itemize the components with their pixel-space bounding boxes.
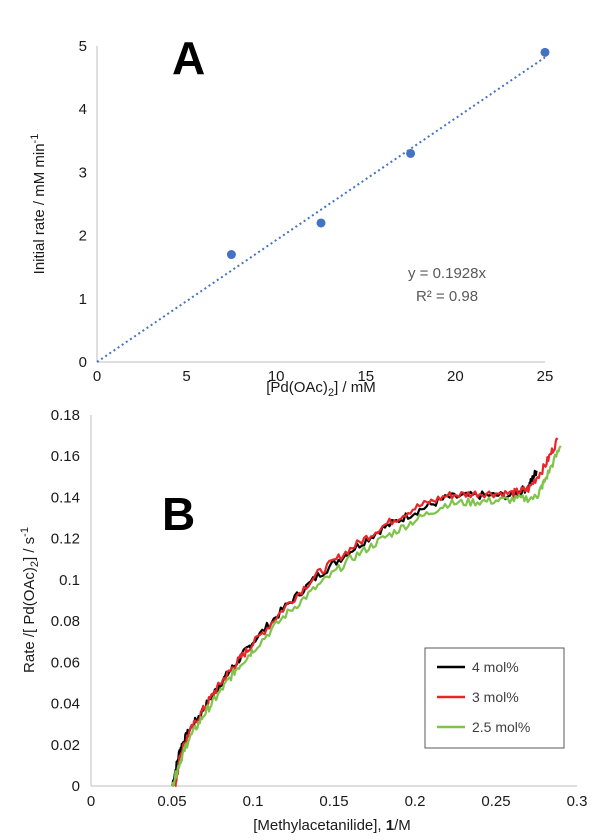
panel-a-y-tick-label: 5 <box>79 38 87 55</box>
panel-a-y-tick-label: 0 <box>79 354 87 371</box>
panel-b-x-tick-label: 0.05 <box>157 793 186 810</box>
panel-b-y-tick-label: 0.02 <box>51 737 80 754</box>
panel-a-x-ticks: 0 5 10 15 20 25 <box>93 368 554 385</box>
panel-b-x-axis-label: [Methylacetanilide], 1/M <box>253 817 411 834</box>
panel-b-y-tick-label: 0.14 <box>51 489 80 506</box>
panel-a-data-point <box>406 148 416 158</box>
panel-a-x-tick-label: 20 <box>447 368 464 385</box>
panel-a-y-axis-label: Initial rate / mM min-1 <box>29 134 48 275</box>
panel-b-letter: B <box>162 488 195 540</box>
panel-a-x-tick-label: 0 <box>93 368 101 385</box>
panel-b-y-tick-label: 0.18 <box>51 407 80 424</box>
panel-a-data-point <box>540 47 550 57</box>
panel-a-x-tick-label: 15 <box>357 368 374 385</box>
panel-b-x-tick-label: 0 <box>87 793 95 810</box>
panel-a-x-tick-label: 10 <box>268 368 285 385</box>
panel-b-y-axis-label: Rate /[ Pd(OAc)2] / s-1 <box>19 527 41 673</box>
panel-a: 0 5 10 15 20 25 0 1 2 3 4 5 A y = 0.1928x R² = 0.9… <box>29 32 553 399</box>
panel-b-x-tick-label: 0.2 <box>405 793 426 810</box>
panel-a-y-tick-label: 4 <box>79 101 87 118</box>
legend-label: 3 mol% <box>472 689 519 705</box>
panel-b-series-line <box>174 437 559 788</box>
panel-a-data-point <box>226 250 236 260</box>
panel-a-y-tick-label: 1 <box>79 291 87 308</box>
panel-b-y-tick-label: 0.08 <box>51 613 80 630</box>
panel-b-y-tick-label: 0.16 <box>51 448 80 465</box>
panel-b-x-tick-label: 0.3 <box>567 793 588 810</box>
panel-b-y-ticks: 0 0.02 0.04 0.06 0.08 0.1 0.12 0.14 0.16 0.18 <box>51 407 80 795</box>
panel-b-y-tick-label: 0.06 <box>51 654 80 671</box>
panel-b-x-ticks: 0 0.05 0.1 0.15 0.2 0.25 0.3 <box>87 793 588 810</box>
panel-b-series-lines <box>170 437 562 788</box>
panel-a-y-tick-label: 3 <box>79 164 87 181</box>
panel-a-points <box>226 47 550 260</box>
panel-a-r-squared: R² = 0.98 <box>416 288 478 305</box>
panel-b-y-tick-label: 0.1 <box>59 572 80 589</box>
legend-label: 4 mol% <box>472 659 519 675</box>
panel-a-y-tick-label: 2 <box>79 228 87 245</box>
panel-a-trend-equation: y = 0.1928x <box>408 265 486 282</box>
panel-a-data-point <box>316 218 326 228</box>
panel-a-x-tick-label: 25 <box>537 368 554 385</box>
panel-b: 0 0.05 0.1 0.15 0.2 0.25 0.3 0 0.02 0.04 0.06 0.08… <box>19 407 587 834</box>
panel-b-y-tick-label: 0.12 <box>51 531 80 548</box>
panel-a-x-tick-label: 5 <box>182 368 190 385</box>
panel-b-x-tick-label: 0.15 <box>319 793 348 810</box>
panel-b-x-tick-label: 0.1 <box>243 793 264 810</box>
panel-b-series-line <box>170 445 562 788</box>
panel-b-y-tick-label: 0.04 <box>51 696 80 713</box>
panel-a-x-axis-label: [Pd(OAc)2] / mM <box>266 379 375 399</box>
panel-b-legend: 4 mol% 3 mol% 2.5 mol% <box>424 647 565 749</box>
legend-label: 2.5 mol% <box>472 719 530 735</box>
panel-a-letter: A <box>172 32 205 84</box>
panel-b-x-tick-label: 0.25 <box>481 793 510 810</box>
panel-a-y-ticks: 0 1 2 3 4 5 <box>79 38 87 371</box>
panel-a-trendline <box>96 56 546 363</box>
panel-b-y-tick-label: 0 <box>72 778 80 795</box>
